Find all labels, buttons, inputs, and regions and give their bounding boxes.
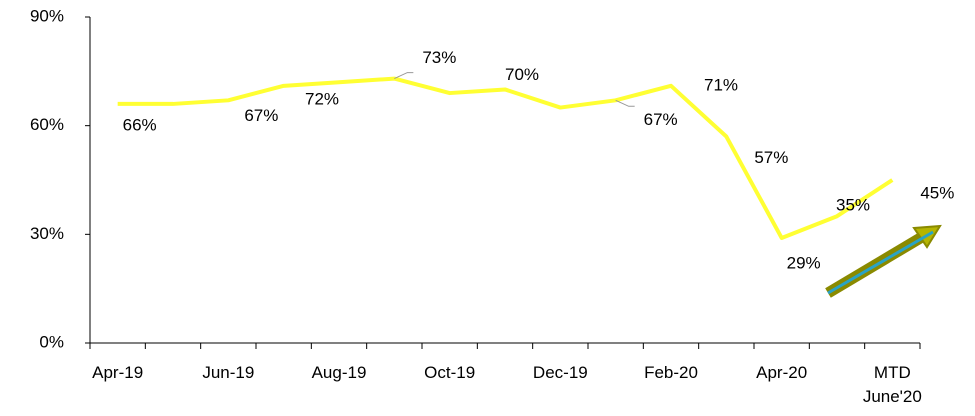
x-tick-label: Apr-20 xyxy=(756,363,808,382)
data-label: 29% xyxy=(787,253,821,272)
data-label: 67% xyxy=(644,110,678,129)
data-label: 72% xyxy=(305,90,339,109)
data-label: 66% xyxy=(123,115,157,134)
data-label: 71% xyxy=(704,75,738,94)
x-tick-label: Apr-19 xyxy=(92,363,144,382)
leader-line xyxy=(615,99,635,107)
data-label: 35% xyxy=(836,196,870,215)
data-label: 73% xyxy=(422,48,456,67)
x-tick-label: Aug-19 xyxy=(311,363,367,382)
x-tick-label: Dec-19 xyxy=(532,363,588,382)
x-tick-label: Feb-20 xyxy=(644,363,698,382)
x-tick-label: Jun-19 xyxy=(202,363,255,382)
data-label: 45% xyxy=(920,183,954,202)
leader-line xyxy=(394,72,414,80)
data-label: 57% xyxy=(754,148,788,167)
data-label: 70% xyxy=(505,65,539,84)
y-tick-label: 30% xyxy=(30,224,64,243)
line-series xyxy=(117,76,894,240)
y-tick-label: 90% xyxy=(30,6,64,25)
x-tick-label: MTD June'20 xyxy=(862,363,922,406)
data-label: 67% xyxy=(244,106,278,125)
y-tick-label: 0% xyxy=(39,332,64,351)
x-tick-label: Oct-19 xyxy=(424,363,476,382)
y-tick-label: 60% xyxy=(30,115,64,134)
trend-arrow xyxy=(825,224,942,298)
